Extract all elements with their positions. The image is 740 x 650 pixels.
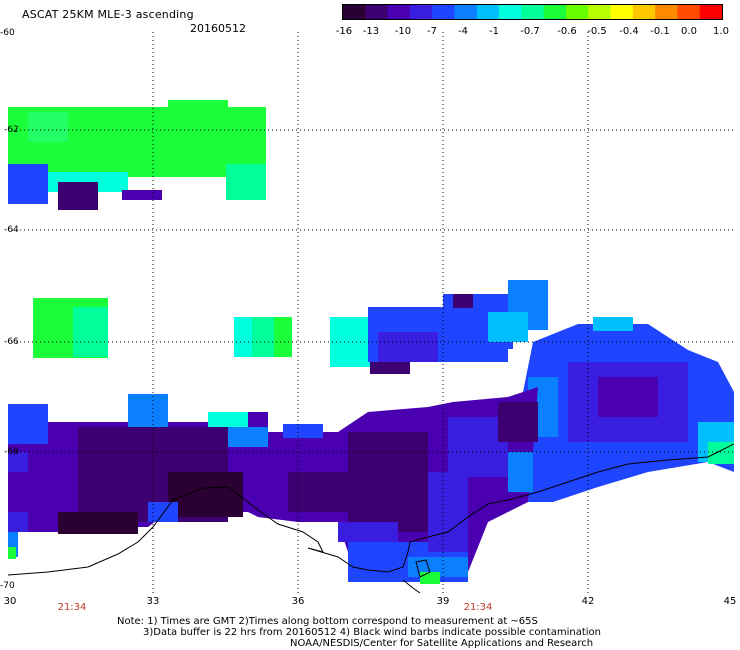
pass-time-label: 21:34 xyxy=(57,602,87,613)
footnote-credit: NOAA/NESDIS/Center for Satellite Applica… xyxy=(290,638,594,649)
lon-label: 30 xyxy=(3,596,17,607)
pass-time-label: 21:34 xyxy=(463,602,493,613)
colorbar-segment xyxy=(499,5,522,19)
swath-bottom xyxy=(8,387,538,584)
map-panel[interactable] xyxy=(8,32,734,593)
swath-upper-left xyxy=(8,100,266,210)
colorbar-segment xyxy=(677,5,701,19)
colorbar-segment xyxy=(543,5,567,19)
swath-right-main xyxy=(523,317,734,502)
coastline-island xyxy=(402,579,421,593)
footnote-line-1: Note: 1) Times are GMT 2)Times along bot… xyxy=(117,616,538,627)
colorbar-tick: -0.6 xyxy=(557,26,577,37)
colorbar-tick-labels: -16 -13 -10 -7 -4 -1 -0.7 -0.6 -0.5 -0.4… xyxy=(330,26,740,38)
colorbar-tick: -7 xyxy=(427,26,437,37)
lon-label: 42 xyxy=(581,596,595,607)
colorbar-tick: 1.0 xyxy=(713,26,729,37)
colorbar-tick: -13 xyxy=(362,26,380,37)
lat-label: -68 xyxy=(4,447,19,457)
lat-label: -62 xyxy=(4,125,19,135)
colorbar-tick: -4 xyxy=(458,26,468,37)
colorbar-segment xyxy=(409,5,433,19)
colorbar-segment xyxy=(565,5,589,19)
footnote-line-2: 3)Data buffer is 22 hrs from 20160512 4)… xyxy=(143,627,601,638)
colorbar-tick: -10 xyxy=(394,26,412,37)
colorbar xyxy=(342,4,723,20)
lon-label: 33 xyxy=(146,596,160,607)
swath-middle-left xyxy=(33,298,292,358)
lat-label: -64 xyxy=(4,225,19,235)
lat-label: -60 xyxy=(0,28,15,38)
colorbar-segment xyxy=(610,5,634,19)
colorbar-segment xyxy=(521,5,545,19)
colorbar-segment xyxy=(432,5,456,19)
product-date: 20160512 xyxy=(190,22,246,35)
colorbar-tick: -0.4 xyxy=(619,26,639,37)
colorbar-tick: -0.7 xyxy=(520,26,540,37)
colorbar-segment xyxy=(387,5,411,19)
coastline-island xyxy=(415,559,431,578)
graticule xyxy=(8,32,734,593)
product-title: ASCAT 25KM MLE-3 ascending xyxy=(22,8,194,21)
colorbar-tick: -1 xyxy=(489,26,499,37)
colorbar-segment xyxy=(365,5,389,19)
coastline xyxy=(8,443,734,576)
colorbar-segment xyxy=(476,5,500,19)
colorbar-tick: -0.5 xyxy=(587,26,607,37)
colorbar-segment xyxy=(588,5,612,19)
colorbar-segment xyxy=(454,5,478,19)
colorbar-segment xyxy=(343,5,366,19)
lat-label: -66 xyxy=(4,337,19,347)
lat-label: -70 xyxy=(0,581,15,591)
lon-label: 45 xyxy=(723,596,737,607)
lon-label: 36 xyxy=(291,596,305,607)
colorbar-tick: -16 xyxy=(335,26,353,37)
colorbar-tick: -0.1 xyxy=(650,26,670,37)
colorbar-tick: 0.0 xyxy=(681,26,697,37)
colorbar-segment xyxy=(655,5,679,19)
lon-label: 39 xyxy=(436,596,450,607)
colorbar-segment xyxy=(632,5,656,19)
colorbar-segment xyxy=(699,5,722,19)
swath-right-upper xyxy=(330,280,548,374)
